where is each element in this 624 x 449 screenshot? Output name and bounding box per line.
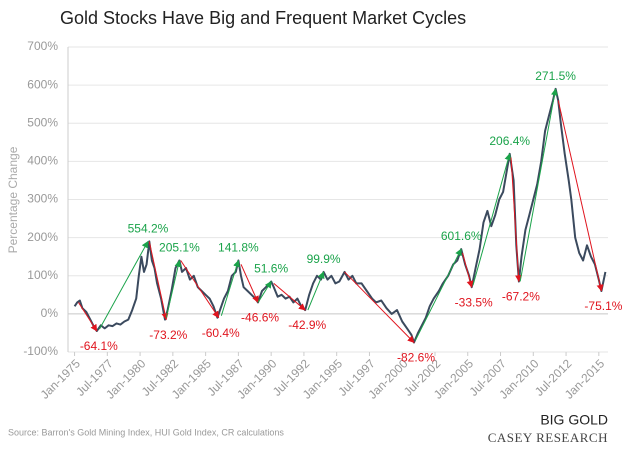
cycle-arrow xyxy=(414,248,462,341)
publisher: CASEY RESEARCH xyxy=(488,430,608,445)
cycle-label: -60.4% xyxy=(202,326,240,340)
y-tick-label: 700% xyxy=(27,39,58,53)
cycle-label: -33.5% xyxy=(455,295,493,309)
cycle-arrow xyxy=(78,302,98,332)
y-tick-label: 100% xyxy=(27,268,58,282)
brand: BIG GOLD xyxy=(540,412,608,428)
cycle-arrow xyxy=(344,271,415,343)
cycle-label: 271.5% xyxy=(535,69,576,83)
chart-title: Gold Stocks Have Big and Frequent Market… xyxy=(60,8,466,28)
x-tick-label: Jan-1975 xyxy=(38,356,84,402)
cycle-label: 206.4% xyxy=(489,134,530,148)
cycle-label: 205.1% xyxy=(159,241,200,255)
cycle-label: 601.6% xyxy=(441,229,482,243)
y-tick-label: 500% xyxy=(27,115,58,129)
y-tick-label: 0% xyxy=(41,306,59,320)
cycle-label: -46.6% xyxy=(241,311,279,325)
cycle-arrow xyxy=(307,271,325,311)
cycle-label: 51.6% xyxy=(254,262,288,276)
cycle-arrow xyxy=(510,157,522,283)
cycle-label: 554.2% xyxy=(128,222,169,236)
y-tick-label: 200% xyxy=(27,230,58,244)
y-tick-label: 300% xyxy=(27,192,58,206)
cycle-label: -64.1% xyxy=(80,339,118,353)
cycle-arrow xyxy=(472,153,512,286)
y-tick-label: 400% xyxy=(27,154,58,168)
cycle-arrow xyxy=(273,282,306,311)
cycle-arrow xyxy=(99,240,149,330)
cycle-arrow xyxy=(519,88,558,282)
data-line xyxy=(73,87,607,344)
cycle-arrow xyxy=(240,264,259,304)
cycle-label: -82.6% xyxy=(397,351,435,365)
cycle-arrow xyxy=(220,259,240,316)
cycle-arrow xyxy=(462,252,474,288)
y-axis-label: Percentage Change xyxy=(6,146,20,253)
y-tick-label: -100% xyxy=(23,344,58,358)
cycle-arrow xyxy=(165,259,182,318)
y-tick-label: 600% xyxy=(27,77,58,91)
source: Source: Barron's Gold Mining Index, HUI … xyxy=(8,427,284,437)
cycle-label: 99.9% xyxy=(307,252,341,266)
cycle-arrow xyxy=(257,280,272,303)
cycle-label: 141.8% xyxy=(218,241,259,255)
cycle-label: -67.2% xyxy=(502,290,540,304)
cycle-arrow xyxy=(557,100,604,292)
cycle-label: -75.1% xyxy=(584,299,622,313)
cycle-arrow xyxy=(180,260,220,319)
cycle-arrow xyxy=(148,241,169,321)
cycle-label: -42.9% xyxy=(288,318,326,332)
cycle-label: -73.2% xyxy=(149,328,187,342)
